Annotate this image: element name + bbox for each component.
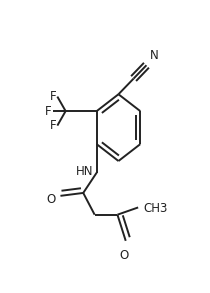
Text: F: F: [50, 119, 56, 132]
Text: F: F: [50, 90, 56, 103]
Text: CH3: CH3: [143, 202, 168, 215]
Text: F: F: [45, 105, 52, 117]
Text: O: O: [119, 249, 128, 262]
Text: N: N: [150, 49, 158, 62]
Text: O: O: [46, 193, 55, 206]
Text: HN: HN: [76, 165, 94, 178]
